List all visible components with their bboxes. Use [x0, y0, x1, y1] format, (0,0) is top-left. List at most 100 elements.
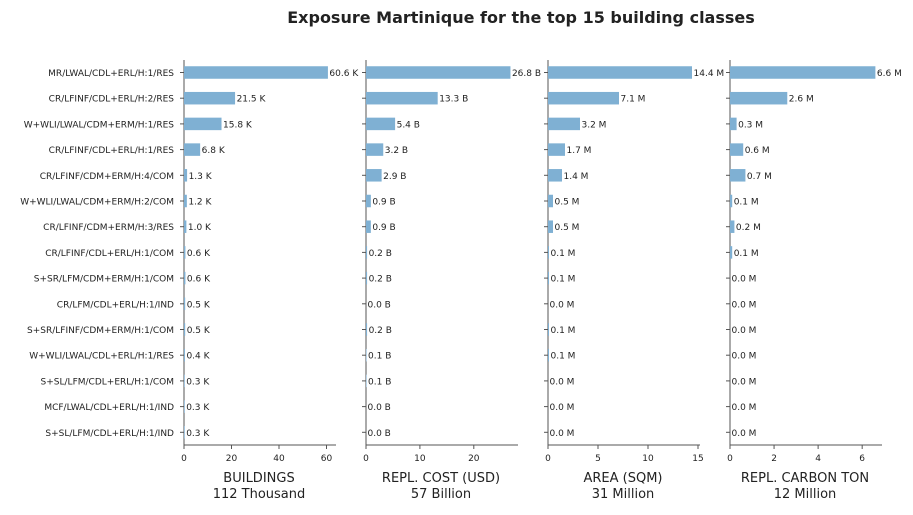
bar [184, 246, 186, 259]
data-label: 0.0 M [732, 429, 757, 439]
x-tick-label: 0 [545, 454, 551, 464]
bar [184, 426, 185, 439]
data-label: 6.6 M [877, 69, 902, 79]
bar [730, 143, 744, 156]
data-label: 60.6 K [329, 69, 359, 79]
bar [730, 91, 788, 105]
x-tick-label: 15 [692, 454, 703, 464]
data-label: 2.9 B [383, 172, 406, 182]
x-tick-label: 4 [815, 454, 821, 464]
bar [366, 143, 384, 156]
bar [184, 194, 187, 208]
x-tick-label: 20 [226, 454, 238, 464]
data-label: 0.6 M [745, 146, 770, 156]
x-tick-label: 0 [181, 454, 187, 464]
data-label: 0.2 B [369, 249, 392, 259]
bar [366, 169, 382, 182]
data-label: 0.5 M [555, 223, 580, 233]
category-label: CR/LFINF/CDL+ERL/H:1/COM [45, 249, 174, 259]
x-tick-label: 10 [414, 454, 426, 464]
bar [184, 66, 328, 79]
bar [548, 66, 692, 79]
bar [730, 220, 735, 233]
x-tick-label: 20 [468, 454, 480, 464]
data-label: 1.3 K [189, 172, 213, 182]
data-label: 2.6 M [789, 95, 814, 105]
bar [184, 297, 186, 311]
data-label: 14.4 M [694, 69, 725, 79]
bar [548, 117, 580, 131]
data-label: 0.1 M [551, 326, 576, 336]
bar [184, 220, 187, 233]
data-label: 0.0 M [732, 352, 757, 362]
category-label: CR/LFINF/CDM+ERM/H:3/RES [43, 223, 174, 233]
chart-title: Exposure Martinique for the top 15 build… [287, 8, 755, 27]
bar [548, 91, 619, 105]
x-axis-total: 12 Million [774, 487, 837, 502]
bar [366, 374, 367, 388]
bar [366, 271, 368, 285]
x-axis-total: 112 Thousand [213, 487, 306, 502]
data-label: 3.2 M [582, 120, 607, 130]
x-axis-label: REPL. CARBON TON [741, 471, 869, 486]
x-axis-label: REPL. COST (USD) [382, 471, 500, 486]
bar [548, 271, 549, 285]
bar [730, 169, 746, 182]
data-label: 0.5 K [187, 300, 211, 310]
bar [548, 194, 553, 208]
data-label: 5.4 B [397, 120, 420, 130]
category-label: CR/LFM/CDL+ERL/H:1/IND [57, 300, 174, 310]
bar [184, 374, 185, 388]
bar [184, 117, 222, 131]
bar [548, 323, 549, 336]
x-tick-label: 6 [859, 454, 865, 464]
data-label: 0.1 B [368, 352, 391, 362]
data-label: 0.6 K [187, 275, 211, 285]
data-label: 21.5 K [237, 95, 267, 105]
x-tick-label: 2 [771, 454, 777, 464]
data-label: 13.3 B [439, 95, 468, 105]
x-tick-label: 0 [727, 454, 733, 464]
bar [730, 66, 876, 79]
category-label: CR/LFINF/CDL+ERL/H:1/RES [49, 146, 175, 156]
x-tick-label: 60 [321, 454, 333, 464]
category-label: S+SL/LFM/CDL+ERL/H:1/COM [41, 377, 174, 387]
category-label: W+WLI/LWAL/CDL+ERL/H:1/RES [29, 352, 174, 362]
bar [184, 143, 201, 156]
x-tick-label: 0 [363, 454, 369, 464]
data-label: 0.5 K [187, 326, 211, 336]
bar [730, 117, 737, 131]
x-axis-label: AREA (SQM) [583, 471, 662, 486]
bar [366, 117, 396, 131]
bar [184, 169, 188, 182]
data-label: 0.5 M [555, 198, 580, 208]
data-label: 0.0 M [550, 377, 575, 387]
data-label: 0.2 B [369, 275, 392, 285]
data-label: 0.9 B [372, 198, 395, 208]
bar [184, 400, 185, 413]
data-label: 0.1 M [551, 249, 576, 259]
data-label: 26.8 B [512, 69, 541, 79]
x-axis-label: BUILDINGS [223, 471, 294, 486]
data-label: 0.0 B [368, 429, 391, 439]
bar [366, 323, 368, 336]
data-label: 0.1 M [734, 198, 759, 208]
bar [366, 348, 367, 362]
bar [548, 246, 549, 259]
category-label: S+SR/LFINF/CDM+ERM/H:1/COM [27, 326, 174, 336]
category-label: S+SL/LFM/CDL+ERL/H:1/IND [45, 429, 174, 439]
data-label: 1.0 K [188, 223, 212, 233]
data-label: 0.2 B [369, 326, 392, 336]
data-label: 0.7 M [747, 172, 772, 182]
x-axis-total: 31 Million [592, 487, 655, 502]
bar [366, 220, 371, 233]
data-label: 7.1 M [621, 95, 646, 105]
data-label: 3.2 B [385, 146, 408, 156]
data-label: 0.1 M [551, 352, 576, 362]
data-label: 0.0 B [368, 300, 391, 310]
bar [366, 246, 368, 259]
x-tick-label: 5 [595, 454, 601, 464]
bar [730, 194, 733, 208]
